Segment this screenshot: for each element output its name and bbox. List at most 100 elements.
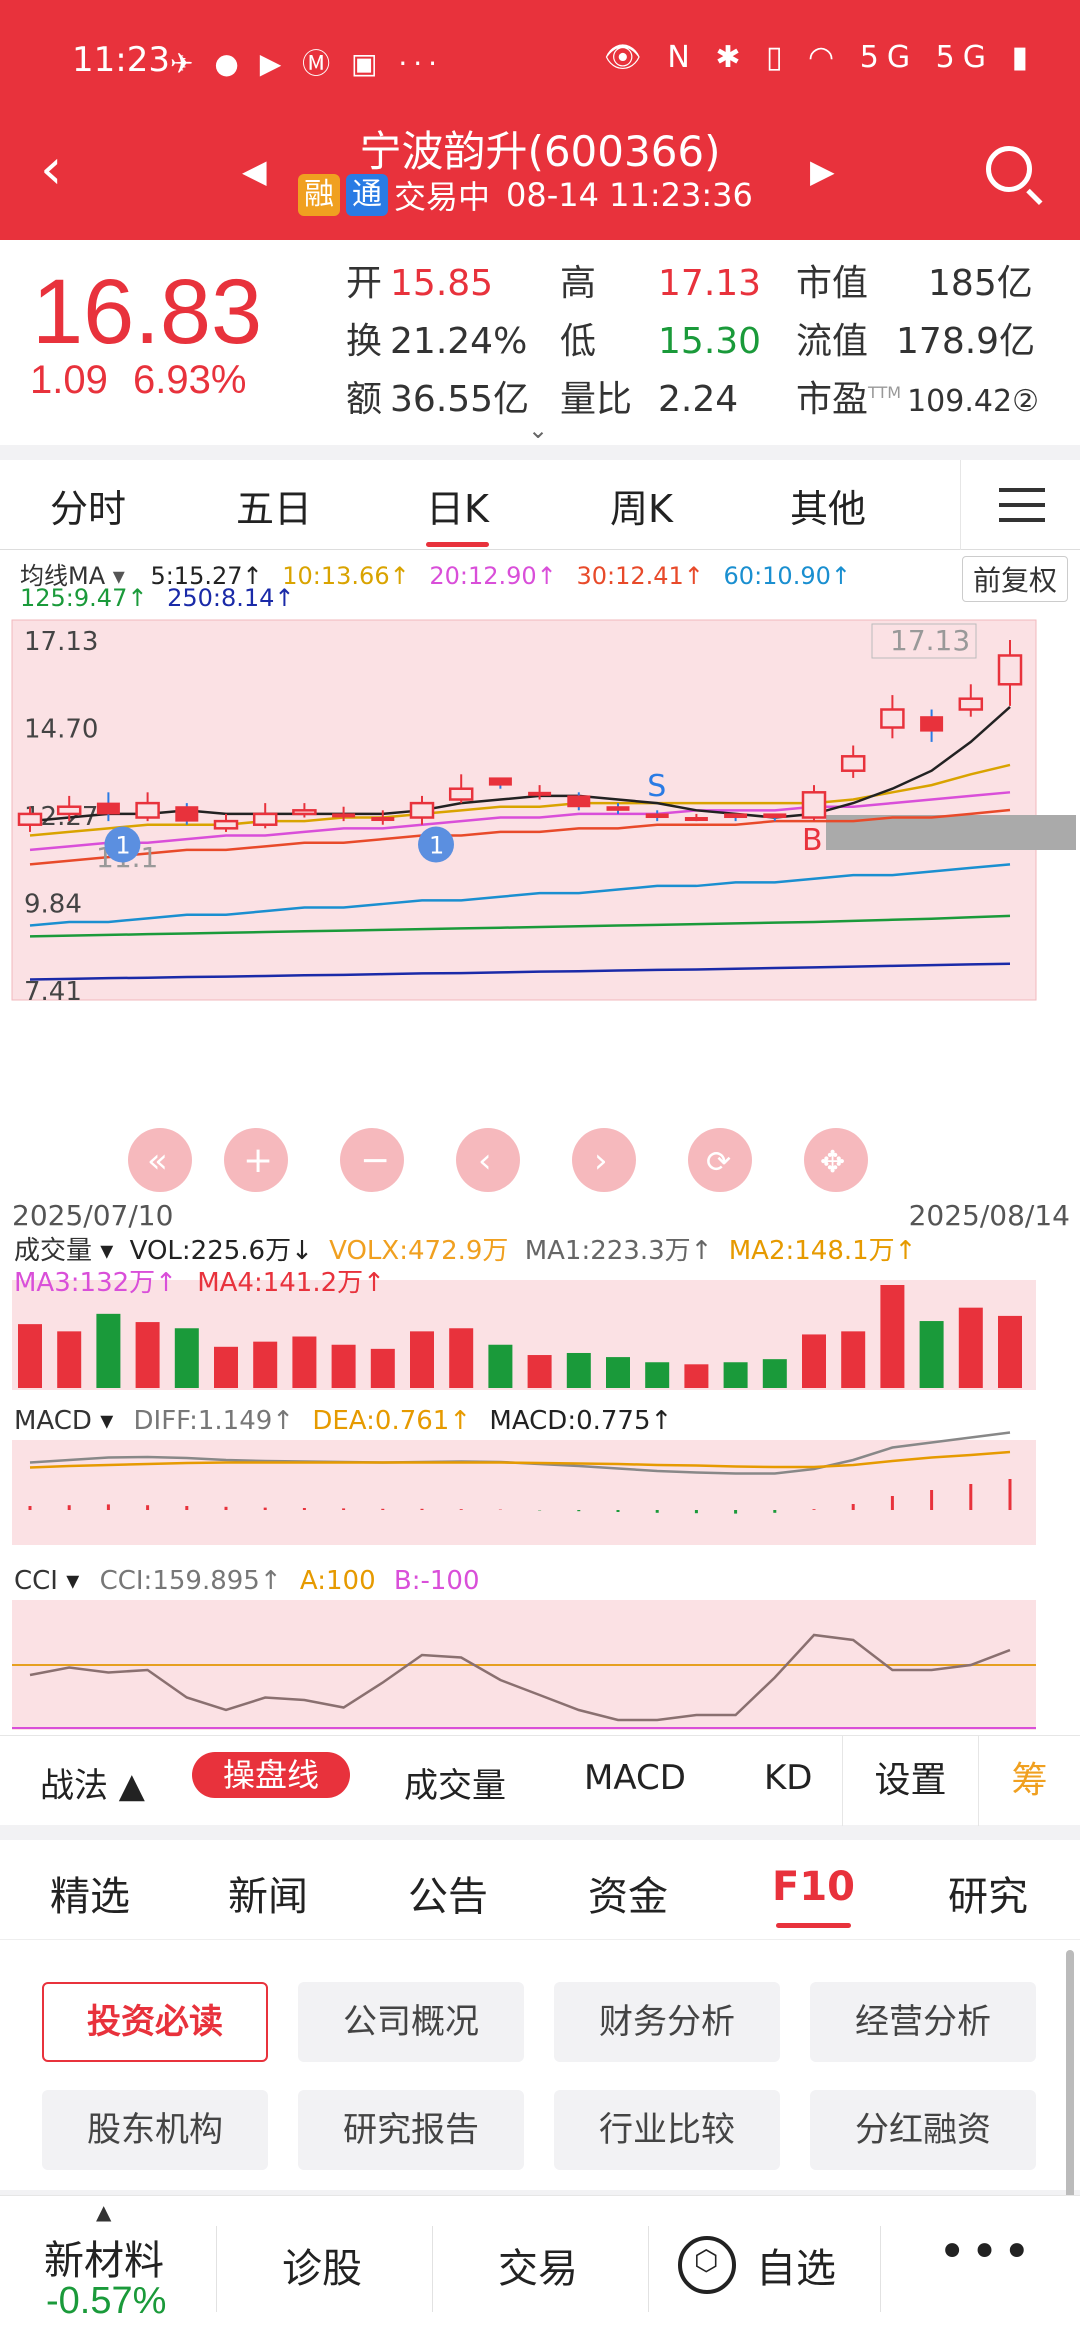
candle-body bbox=[684, 817, 708, 822]
macd-legend: MACD ▾ DIFF:1.149↑ DEA:0.761↑ MACD:0.775… bbox=[14, 1406, 673, 1436]
low-cell: 低 15.30 bbox=[560, 312, 761, 364]
tab-caopanxian[interactable]: 操盘线 bbox=[192, 1752, 350, 1798]
cci-label[interactable]: CCI bbox=[14, 1566, 58, 1596]
tab-announcement[interactable]: 公告 bbox=[408, 1874, 488, 1920]
dea-line bbox=[29, 1450, 1011, 1469]
f10-industry-compare[interactable]: 行业比较 bbox=[554, 2090, 780, 2170]
move-left-icon[interactable] bbox=[456, 1128, 520, 1192]
rotate-glyph: ⟳ bbox=[706, 1145, 731, 1180]
settings-button[interactable]: 设置 bbox=[842, 1736, 978, 1826]
volume-bar bbox=[135, 1322, 160, 1388]
volume-bar bbox=[410, 1331, 434, 1388]
ma20-line bbox=[29, 791, 1011, 852]
volume-label[interactable]: 成交量 bbox=[14, 1236, 93, 1266]
vol-ratio-value: 2.24 bbox=[658, 379, 739, 420]
signal-one-label: 1 bbox=[429, 832, 444, 860]
low-label: 低 bbox=[560, 321, 597, 362]
tab-volume[interactable]: 成交量 bbox=[404, 1766, 506, 1806]
candle-body bbox=[528, 791, 552, 796]
candle-body bbox=[567, 795, 591, 808]
candle-body bbox=[409, 801, 435, 819]
candle-body bbox=[801, 791, 827, 819]
y-tick-label: 9.84 bbox=[24, 890, 82, 920]
more-icon[interactable]: ••• bbox=[938, 2224, 1035, 2280]
tab-news[interactable]: 新闻 bbox=[228, 1874, 308, 1920]
tab-other[interactable]: 其他 bbox=[790, 487, 867, 531]
f10-dividend-financing[interactable]: 分红融资 bbox=[810, 2090, 1036, 2170]
tab-kd[interactable]: KD bbox=[764, 1758, 813, 1798]
sector-name[interactable]: 新材料 bbox=[44, 2238, 164, 2284]
tab-zhouk[interactable]: 周K bbox=[610, 487, 673, 531]
high-label: 高 bbox=[560, 263, 597, 304]
candle-body bbox=[213, 819, 239, 830]
move-left-glyph: ‹ bbox=[478, 1141, 492, 1181]
candle-body bbox=[371, 817, 395, 822]
rotate-icon[interactable] bbox=[688, 1128, 752, 1192]
volume-bar bbox=[449, 1328, 474, 1388]
kline-frame bbox=[11, 619, 1037, 1001]
tab-macd[interactable]: MACD bbox=[584, 1758, 686, 1798]
f10-shareholders[interactable]: 股东机构 bbox=[42, 2090, 268, 2170]
signal-one-icon bbox=[104, 826, 141, 863]
chip-button[interactable]: 筹 bbox=[978, 1736, 1080, 1826]
high-marker-label: 17.13 bbox=[890, 624, 970, 657]
ma-legend-label[interactable]: 均线MA bbox=[20, 562, 106, 590]
turnover-label: 换 bbox=[346, 321, 383, 362]
candle-body bbox=[175, 806, 199, 822]
status-time: 11:23 bbox=[72, 40, 170, 80]
scrollbar[interactable] bbox=[1066, 1950, 1074, 2330]
watchlist-icon[interactable] bbox=[678, 2236, 736, 2294]
adjust-button[interactable]: 前复权 bbox=[961, 556, 1068, 602]
stock-header: 11:23 ✈ ● ▶ Ⓜ ▣ ··· 👁 N ✱ ▯ ◠ 5G 5G ▮ ‹ … bbox=[0, 0, 1080, 240]
f10-invest-must-read[interactable]: 投资必读 bbox=[42, 1982, 268, 2062]
ma60-line bbox=[29, 863, 1011, 927]
candle-body bbox=[96, 802, 120, 815]
volume-bar bbox=[958, 1307, 983, 1388]
ma60-value: 60:10.90↑ bbox=[723, 562, 851, 590]
divider bbox=[216, 2226, 217, 2312]
expand-chevron-icon[interactable]: ⌄ bbox=[528, 416, 549, 444]
f10-operation-analysis[interactable]: 经营分析 bbox=[810, 1982, 1036, 2062]
volume-bar bbox=[566, 1352, 591, 1388]
f10-financial-analysis[interactable]: 财务分析 bbox=[554, 1982, 780, 2062]
volume-bar bbox=[57, 1331, 82, 1388]
tab-research[interactable]: 研究 bbox=[948, 1874, 1028, 1920]
tab-fenshi[interactable]: 分时 bbox=[50, 487, 127, 531]
zhanfa-dropdown[interactable]: 战法 ▲ bbox=[40, 1766, 145, 1806]
sector-change: -0.57% bbox=[46, 2280, 167, 2322]
tab-jingxuan[interactable]: 精选 bbox=[50, 1874, 130, 1920]
tab-f10[interactable]: F10 bbox=[772, 1864, 855, 1928]
candle-body bbox=[252, 812, 278, 826]
tab-rik[interactable]: 日K bbox=[426, 478, 489, 547]
trade-button[interactable]: 交易 bbox=[498, 2246, 578, 2292]
search-icon[interactable] bbox=[980, 140, 1044, 205]
prev-stock-icon[interactable]: ◀ bbox=[242, 152, 267, 190]
macd-label[interactable]: MACD bbox=[14, 1406, 92, 1436]
volume-bar bbox=[802, 1334, 826, 1388]
pe-ttm-tag: TTM bbox=[868, 383, 902, 402]
cci-value: CCI:159.895↑ bbox=[99, 1566, 282, 1596]
crosshair-icon[interactable] bbox=[804, 1128, 868, 1192]
move-right-icon[interactable] bbox=[572, 1128, 636, 1192]
watchlist-button[interactable]: 自选 bbox=[756, 2246, 836, 2292]
diagnose-button[interactable]: 诊股 bbox=[282, 2246, 362, 2292]
f10-company-overview[interactable]: 公司概况 bbox=[298, 1982, 524, 2062]
tab-wuri[interactable]: 五日 bbox=[236, 487, 313, 531]
candle-body bbox=[880, 708, 905, 729]
zoom-in-icon[interactable] bbox=[224, 1128, 288, 1192]
next-stock-icon[interactable]: ▶ bbox=[810, 152, 835, 190]
back-icon[interactable]: ‹ bbox=[40, 137, 63, 202]
f10-grid: 投资必读 公司概况 财务分析 经营分析 股东机构 研究报告 行业比较 分红融资 bbox=[0, 1940, 1080, 2190]
candle-body bbox=[997, 654, 1023, 686]
mcap-value: 185亿 bbox=[928, 263, 1033, 304]
tab-funds[interactable]: 资金 bbox=[588, 1874, 668, 1920]
f10-research-report[interactable]: 研究报告 bbox=[298, 2090, 524, 2170]
open-cell: 开 15.85 bbox=[346, 254, 493, 306]
pe-label: 市盈 bbox=[796, 379, 869, 420]
volume-bar bbox=[723, 1362, 748, 1388]
chart-menu-icon[interactable] bbox=[960, 460, 1080, 550]
scroll-left-icon[interactable] bbox=[128, 1128, 192, 1192]
zoom-out-icon[interactable] bbox=[340, 1128, 404, 1192]
cci-b-value: B:-100 bbox=[393, 1566, 480, 1596]
